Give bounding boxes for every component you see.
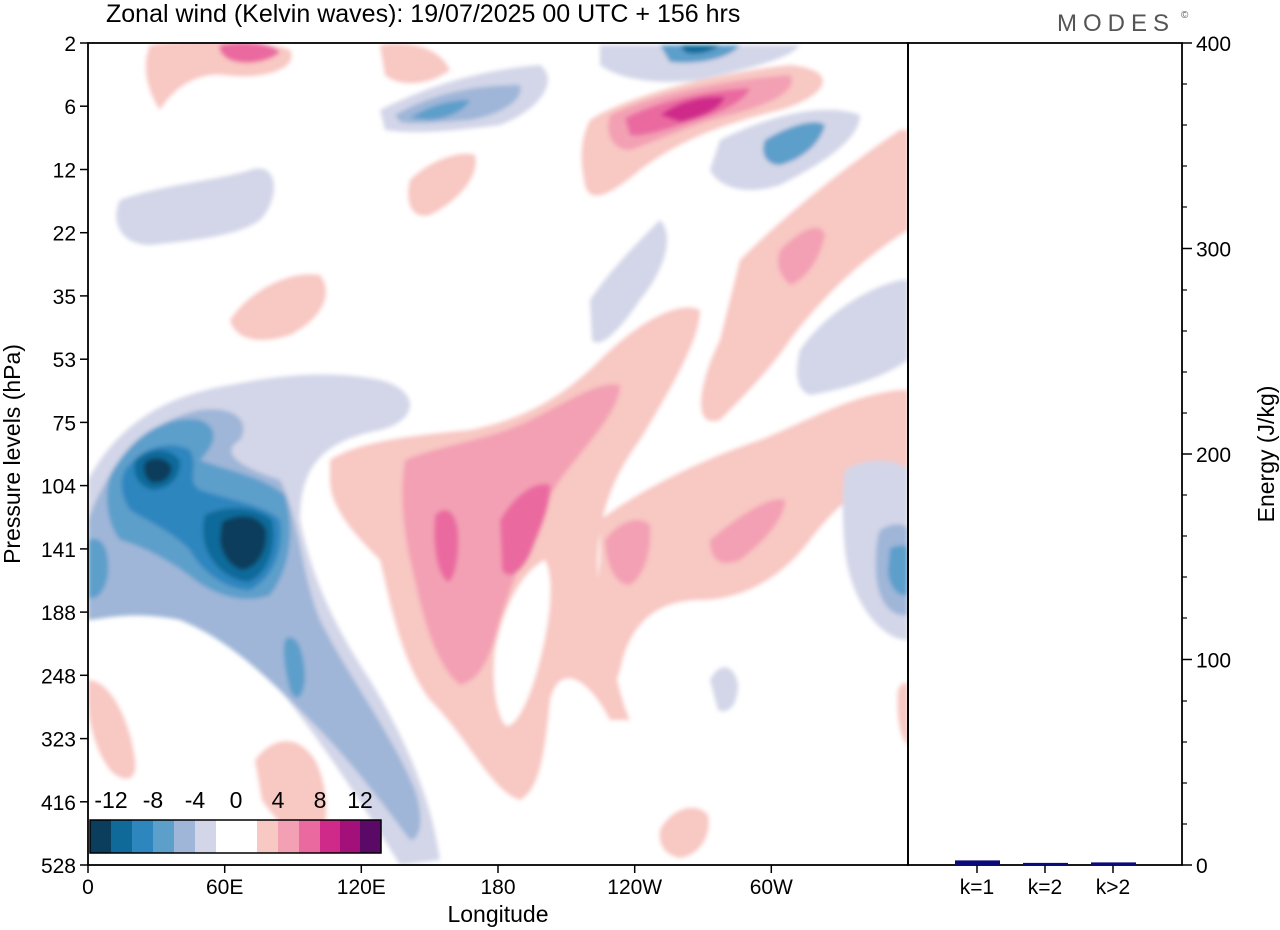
- region-neg-mid-left: [116, 168, 274, 245]
- energy-axis-label: Energy (J/kg): [1253, 386, 1279, 523]
- energy-bar-k2: [1023, 862, 1068, 865]
- colorbar-swatch-8: [257, 820, 278, 853]
- energy-bar-k1: [955, 860, 1000, 865]
- colorbar-label: 0: [230, 787, 243, 813]
- region-pos-lower-left: [88, 680, 136, 779]
- y-tick-label: 416: [41, 792, 76, 815]
- colorbar-swatch-4: [153, 820, 174, 853]
- region-neg-core-b2: [143, 458, 172, 483]
- energy-cat-label: k=2: [1028, 876, 1062, 899]
- colorbar-swatch-9: [278, 820, 299, 853]
- brand-logo: MODES: [1057, 10, 1175, 37]
- colorbar-swatch-13: [360, 820, 381, 853]
- colorbar-label: 4: [272, 787, 285, 813]
- region-neg-core: [220, 516, 267, 570]
- region-neg-upper-3: [410, 100, 470, 120]
- energy-tick-label: 200: [1196, 444, 1231, 467]
- energy-tick-label: 400: [1196, 33, 1231, 56]
- colorbar-swatch-6: [195, 820, 216, 853]
- colorbar-frame: [89, 819, 382, 854]
- region-pos-upper-band-4: [660, 96, 725, 122]
- x-tick-label: 60W: [750, 876, 793, 899]
- region-neg-small-right: [710, 667, 738, 712]
- energy-cat-label: k>2: [1096, 876, 1130, 899]
- y-tick-label: 248: [41, 665, 76, 688]
- colorbar-swatch-2: [111, 820, 132, 853]
- colorbar-swatch-1: [90, 820, 111, 853]
- x-tick-label: 120W: [607, 876, 662, 899]
- x-tick-label: 180: [480, 876, 515, 899]
- region-pos-diagonal-2: [778, 227, 825, 285]
- region-pos-top-3: [380, 43, 450, 84]
- region-pos-mid-left: [230, 274, 326, 340]
- x-tick-label: 0: [82, 876, 94, 899]
- energy-frame: [907, 42, 1183, 866]
- energy-tick-label: 300: [1196, 239, 1231, 262]
- x-tick-label: 120E: [337, 876, 386, 899]
- colorbar-swatch-7: [216, 820, 257, 853]
- region-neg-mid-right-b: [763, 122, 825, 165]
- y-tick-label: 528: [41, 855, 76, 878]
- colorbar-label: 8: [314, 787, 327, 813]
- colorbar-swatch-11: [320, 820, 340, 853]
- region-pos-bottom: [659, 807, 709, 858]
- y-tick-label: 53: [53, 349, 76, 372]
- colorbar-label: -4: [185, 787, 206, 813]
- heatmap-contours: [88, 43, 908, 865]
- y-tick-label: 12: [53, 160, 76, 183]
- colorbar-swatch-5: [174, 820, 195, 853]
- energy-cat-label: k=1: [960, 876, 994, 899]
- energy-bar-k3: [1091, 862, 1136, 865]
- y-tick-label: 323: [41, 729, 76, 752]
- x-axis-label: Longitude: [447, 901, 548, 927]
- colorbar-swatch-3: [132, 820, 153, 853]
- region-neg-mid-center: [590, 220, 668, 343]
- region-neg-right-mid: [797, 280, 908, 395]
- region-pos-mid-center: [408, 153, 476, 216]
- y-axis-label: Pressure levels (hPa): [0, 344, 25, 564]
- region-neg-top-right-2: [660, 45, 740, 63]
- region-pos-large-4: [434, 510, 459, 582]
- region-neg-top-right-3: [680, 45, 720, 54]
- region-pos-diagonal: [701, 130, 908, 422]
- colorbar: -12 -8 -4 0 4 8 12: [89, 787, 382, 854]
- colorbar-label: -12: [94, 787, 127, 813]
- region-pos-right-band-2: [605, 520, 651, 585]
- region-pos-right-edge-low: [897, 682, 908, 745]
- y-tick-label: 188: [41, 602, 76, 625]
- colorbar-label: 12: [347, 787, 373, 813]
- region-pos-right-band-3: [710, 499, 785, 564]
- energy-panel: 0 100 200 300 400 Energy (J/kg) k=1 k=2: [907, 33, 1279, 899]
- energy-tick-label: 0: [1196, 855, 1208, 878]
- y-tick-label: 104: [41, 476, 76, 499]
- heatmap-panel: [87, 42, 909, 866]
- y-tick-label: 75: [53, 412, 76, 435]
- energy-minor-ticks: [1182, 83, 1187, 825]
- region-pos-top-2: [219, 43, 280, 63]
- region-pos-lower-mid: [255, 741, 327, 845]
- y-tick-label: 22: [53, 223, 76, 246]
- region-neg-right-edge-3: [888, 545, 908, 596]
- colorbar-swatch-10: [299, 820, 320, 853]
- region-pos-large-3: [500, 484, 551, 575]
- region-neg-lev-left-edge: [88, 538, 109, 599]
- region-neg-lower-streak: [283, 637, 305, 698]
- y-tick-label: 35: [53, 286, 76, 309]
- x-tick-label: 60E: [206, 876, 243, 899]
- colorbar-swatch-12: [340, 820, 360, 853]
- brand-mark: ©: [1181, 10, 1189, 21]
- y-tick-label: 6: [64, 96, 76, 119]
- region-pos-large-hole: [493, 560, 551, 726]
- pressure-axis: 2 6 12 22 35 53 75 104 141 188 248 323 4…: [0, 33, 88, 878]
- chart-title: Zonal wind (Kelvin waves): 19/07/2025 00…: [106, 0, 740, 28]
- y-tick-label: 2: [64, 33, 76, 56]
- colorbar-label: -8: [143, 787, 163, 813]
- region-neg-top-right: [600, 45, 800, 82]
- longitude-axis: 0 60E 120E 180 120W 60W Longitude: [82, 865, 793, 927]
- y-tick-label: 141: [41, 539, 76, 562]
- energy-tick-label: 100: [1196, 650, 1231, 673]
